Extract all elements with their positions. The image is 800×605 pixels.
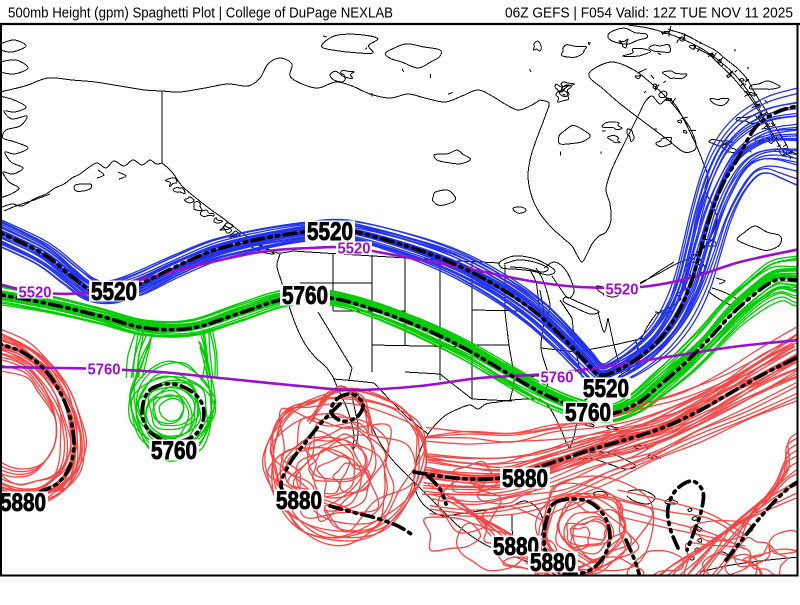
svg-text:5880: 5880 xyxy=(0,489,46,517)
svg-text:5520: 5520 xyxy=(338,241,371,258)
svg-text:5760: 5760 xyxy=(565,399,611,427)
svg-text:06Z GEFS | F054 Valid: 12Z TUE: 06Z GEFS | F054 Valid: 12Z TUE NOV 11 20… xyxy=(505,6,793,22)
svg-text:5520: 5520 xyxy=(307,218,353,246)
svg-text:5760: 5760 xyxy=(151,437,197,465)
svg-text:5760: 5760 xyxy=(541,370,574,387)
svg-text:5520: 5520 xyxy=(91,278,137,306)
svg-text:5760: 5760 xyxy=(282,282,328,310)
svg-text:5760: 5760 xyxy=(88,362,121,379)
svg-text:500mb Height (gpm) Spaghetti P: 500mb Height (gpm) Spaghetti Plot | Coll… xyxy=(8,6,393,22)
svg-text:5880: 5880 xyxy=(502,465,548,493)
svg-text:5520: 5520 xyxy=(19,285,52,302)
svg-text:5520: 5520 xyxy=(606,282,639,299)
svg-text:5520: 5520 xyxy=(583,375,629,403)
svg-text:5880: 5880 xyxy=(530,549,576,577)
svg-text:5880: 5880 xyxy=(276,487,322,515)
